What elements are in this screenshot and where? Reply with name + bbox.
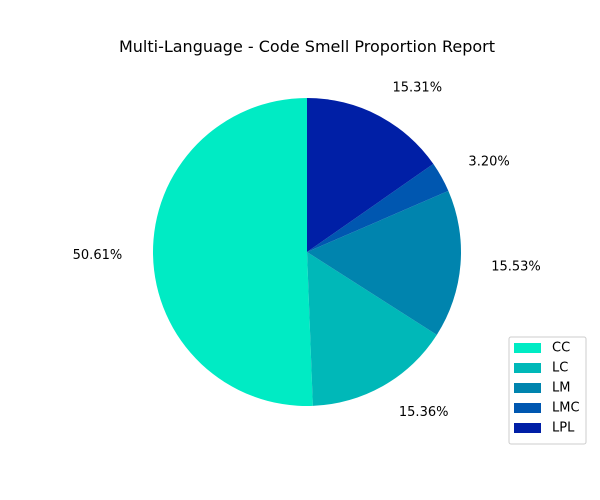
legend-swatch-lc <box>514 363 541 373</box>
chart-title: Multi-Language - Code Smell Proportion R… <box>119 37 495 56</box>
legend-swatch-lm <box>514 383 541 393</box>
legend-swatch-lmc <box>514 403 541 413</box>
legend: CC LC LM LMC LPL <box>508 336 587 445</box>
pie-label-cc: 50.61% <box>73 248 123 263</box>
pie-label-lc: 15.36% <box>399 405 449 420</box>
pie-percent-labels: 50.61% 15.36% 15.53% 3.20% 15.31% <box>73 81 541 420</box>
pie-slice-lpl <box>307 98 434 252</box>
pie-label-lpl: 15.31% <box>392 81 442 96</box>
legend-label-lmc: LMC <box>552 401 580 416</box>
legend-label-cc: CC <box>552 341 570 356</box>
legend-label-lm: LM <box>552 381 570 396</box>
legend-swatch-cc <box>514 343 541 353</box>
pie-slices <box>152 98 461 407</box>
pie-label-lm: 15.53% <box>491 259 541 274</box>
legend-swatch-lpl <box>514 423 541 433</box>
pie-slice-cc <box>152 98 313 407</box>
legend-label-lc: LC <box>552 361 568 376</box>
pie-slice-lc <box>307 252 437 406</box>
pie-label-lmc: 3.20% <box>468 155 509 170</box>
legend-label-lpl: LPL <box>552 421 575 436</box>
pie-slice-lmc <box>307 163 449 252</box>
pie-slice-lm <box>307 190 461 335</box>
